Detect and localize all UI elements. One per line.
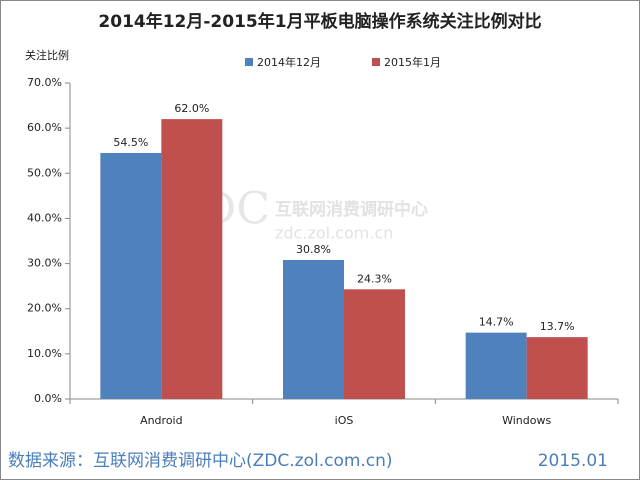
chart-title: 2014年12月-2015年1月平板电脑操作系统关注比例对比 bbox=[98, 11, 541, 32]
source: 数据来源：互联网消费调研中心(ZDC.zol.com.cn) bbox=[8, 451, 393, 471]
bar bbox=[283, 259, 344, 399]
watermark: zdc.zol.com.cn bbox=[275, 224, 393, 243]
value-label: 13.7% bbox=[540, 320, 575, 333]
x-tick-label: Android bbox=[140, 414, 183, 427]
y-tick-label: 30.0% bbox=[27, 257, 62, 270]
bar bbox=[465, 332, 527, 399]
value-label: 14.7% bbox=[479, 316, 514, 329]
x-tick-label: iOS bbox=[335, 414, 354, 427]
y-axis-label: 关注比例 bbox=[25, 48, 69, 62]
legend-label: 2015年1月 bbox=[384, 55, 441, 69]
value-label: 30.8% bbox=[296, 243, 331, 256]
value-label: 24.3% bbox=[357, 272, 392, 285]
legend-label: 2014年12月 bbox=[257, 55, 321, 69]
bar bbox=[161, 119, 223, 399]
y-tick-label: 60.0% bbox=[27, 121, 62, 134]
legend-swatch bbox=[372, 58, 380, 66]
legend-swatch bbox=[245, 58, 253, 66]
x-tick-label: Windows bbox=[502, 414, 551, 427]
y-tick-label: 50.0% bbox=[27, 166, 62, 179]
bar bbox=[100, 152, 162, 399]
y-tick-label: 40.0% bbox=[27, 211, 62, 224]
y-tick-label: 70.0% bbox=[27, 76, 62, 89]
y-tick-label: 0.0% bbox=[34, 392, 62, 405]
bar bbox=[526, 337, 588, 399]
watermark: 互联网消费调研中心 bbox=[275, 199, 428, 220]
value-label: 62.0% bbox=[174, 102, 209, 115]
bar bbox=[344, 289, 405, 399]
date: 2015.01 bbox=[538, 451, 608, 471]
value-label: 54.5% bbox=[113, 136, 148, 149]
y-tick-label: 20.0% bbox=[27, 302, 62, 315]
y-tick-label: 10.0% bbox=[27, 347, 62, 360]
